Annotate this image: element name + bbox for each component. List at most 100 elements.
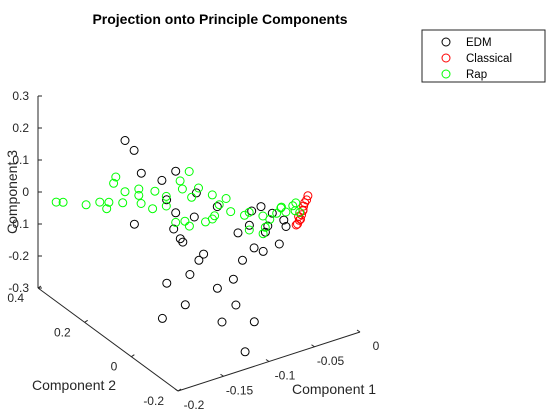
data-point — [244, 207, 254, 217]
y-tick-label: 0.4 — [7, 291, 24, 305]
data-point — [300, 198, 310, 208]
series-rap — [51, 167, 305, 239]
data-point — [291, 220, 301, 230]
x-tick-mark — [174, 388, 179, 392]
tick-labels: -0.2 -0.15 -0.1 -0.05 0 -0.2 0 0.2 0.4-0.3 -0.2 -0… — [7, 89, 379, 412]
data-point — [279, 215, 289, 225]
data-point — [226, 207, 236, 217]
data-point — [109, 178, 119, 188]
z-axis-label: Component 3 — [4, 150, 20, 234]
legend-label: Rap — [466, 69, 487, 81]
data-point — [214, 200, 224, 210]
data-point — [281, 222, 291, 231]
data-point — [81, 200, 91, 210]
data-point — [118, 198, 128, 208]
series-edm — [120, 136, 291, 357]
z-tick-label: -0.3 — [8, 281, 29, 295]
x-tick-mark — [265, 359, 270, 362]
data-point — [148, 204, 158, 214]
data-point — [102, 204, 112, 214]
data-point — [171, 217, 181, 227]
data-point — [240, 210, 249, 220]
data-point — [212, 283, 222, 293]
data-point — [258, 246, 268, 256]
data-point — [187, 192, 197, 202]
x-tick-label: -0.2 — [184, 398, 205, 412]
x-axis-label: Component 1 — [292, 381, 376, 397]
data-point — [240, 347, 250, 357]
data-point — [265, 214, 275, 224]
data-point — [177, 184, 187, 194]
legend-label: Classical — [466, 53, 512, 65]
data-point — [281, 207, 291, 217]
y-tick-label: -0.2 — [143, 394, 164, 408]
legend-label: EDM — [466, 37, 492, 49]
data-point — [157, 175, 167, 185]
data-point — [244, 225, 254, 235]
data-point — [258, 229, 268, 239]
data-point — [171, 208, 181, 218]
data-point — [249, 317, 259, 327]
legend-marker — [441, 37, 451, 47]
z-tick-label: 0.1 — [12, 153, 29, 167]
data-point — [290, 206, 300, 216]
data-point — [194, 183, 203, 193]
data-point — [134, 190, 144, 200]
series-classical — [291, 191, 313, 230]
data-point — [276, 203, 286, 213]
y-tick-label: 0 — [111, 360, 118, 374]
chart-title: Projection onto Principle Components — [92, 11, 347, 27]
y-tick-mark — [84, 319, 88, 323]
y-axis-line — [37, 287, 179, 392]
x-tick-label: 0 — [373, 339, 380, 353]
data-point — [238, 255, 247, 265]
data-point — [180, 216, 190, 226]
data-point — [288, 201, 298, 211]
data-point — [161, 191, 171, 201]
data-points — [51, 136, 313, 357]
x-tick-mark — [220, 373, 224, 377]
data-point — [256, 202, 266, 212]
x-tick-label: -0.05 — [317, 354, 345, 368]
data-point — [249, 243, 259, 253]
x-tick-label: -0.15 — [226, 383, 254, 397]
data-point — [185, 270, 195, 279]
data-point — [207, 214, 217, 224]
data-point — [111, 172, 121, 182]
data-point — [231, 300, 241, 310]
data-point — [191, 188, 201, 198]
data-point — [244, 220, 254, 230]
data-point — [180, 300, 190, 310]
data-point — [199, 249, 209, 259]
y-tick-label: 0.2 — [54, 325, 71, 339]
data-point — [189, 212, 199, 222]
data-point — [129, 219, 139, 229]
data-point — [263, 221, 273, 231]
data-point — [157, 313, 167, 323]
data-point — [267, 208, 277, 218]
z-tick-label: 0.3 — [12, 89, 29, 103]
z-tick-label: 0 — [22, 185, 29, 199]
data-point — [169, 224, 179, 234]
data-point — [136, 199, 146, 208]
data-point — [58, 197, 68, 207]
data-point — [295, 208, 305, 217]
data-point — [175, 234, 185, 244]
x-tick-mark — [356, 329, 361, 333]
data-point — [150, 186, 160, 196]
data-point — [184, 221, 194, 231]
z-tick-label: -0.1 — [8, 217, 29, 231]
data-point — [175, 176, 185, 186]
data-point — [194, 255, 204, 265]
data-point — [136, 168, 146, 178]
x-tick-label: -0.1 — [275, 369, 296, 383]
data-point — [184, 167, 194, 176]
legend-marker — [441, 69, 451, 79]
data-point — [274, 239, 284, 249]
x-tick-mark — [311, 344, 315, 348]
legend-marker — [441, 53, 451, 63]
data-point — [296, 214, 305, 224]
z-tick-label: -0.2 — [8, 249, 29, 263]
y-tick-mark — [131, 354, 135, 358]
